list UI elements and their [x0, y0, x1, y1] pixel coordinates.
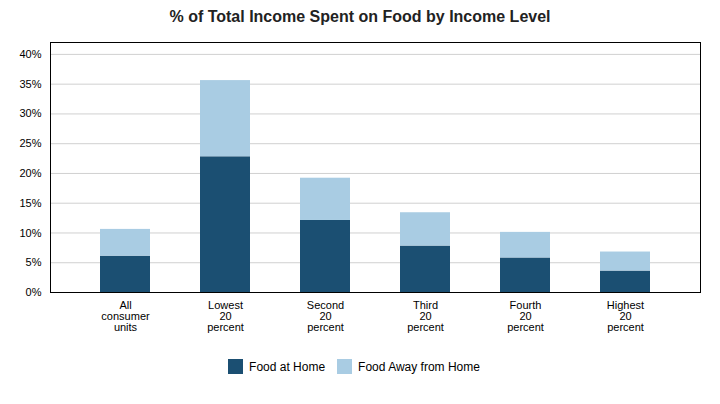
svg-text:Allconsumerunits: Allconsumerunits — [101, 299, 150, 333]
svg-text:Highest20percent: Highest20percent — [607, 299, 644, 333]
svg-text:10%: 10% — [19, 226, 41, 238]
svg-text:Lowest20percent: Lowest20percent — [207, 299, 244, 333]
svg-text:15%: 15% — [19, 197, 41, 209]
svg-text:30%: 30% — [19, 107, 41, 119]
svg-text:0%: 0% — [26, 286, 42, 298]
html-text:Food Away from Home: Food Away from Home — [358, 359, 480, 374]
svg-text:Fourth20percent: Fourth20percent — [507, 299, 544, 333]
svg-text:20%: 20% — [19, 167, 41, 179]
html-text:Food at Home: Food at Home — [249, 359, 326, 374]
svg-text:Second20percent: Second20percent — [307, 299, 344, 333]
svg-text:Third20percent: Third20percent — [407, 299, 444, 333]
svg-text:40%: 40% — [19, 48, 41, 60]
svg-text:25%: 25% — [19, 137, 41, 149]
html-text:% of Total Income Spent on Foo: % of Total Income Spent on Food by Incom… — [169, 8, 551, 25]
svg-text:35%: 35% — [19, 78, 41, 90]
svg-text:5%: 5% — [26, 256, 42, 268]
